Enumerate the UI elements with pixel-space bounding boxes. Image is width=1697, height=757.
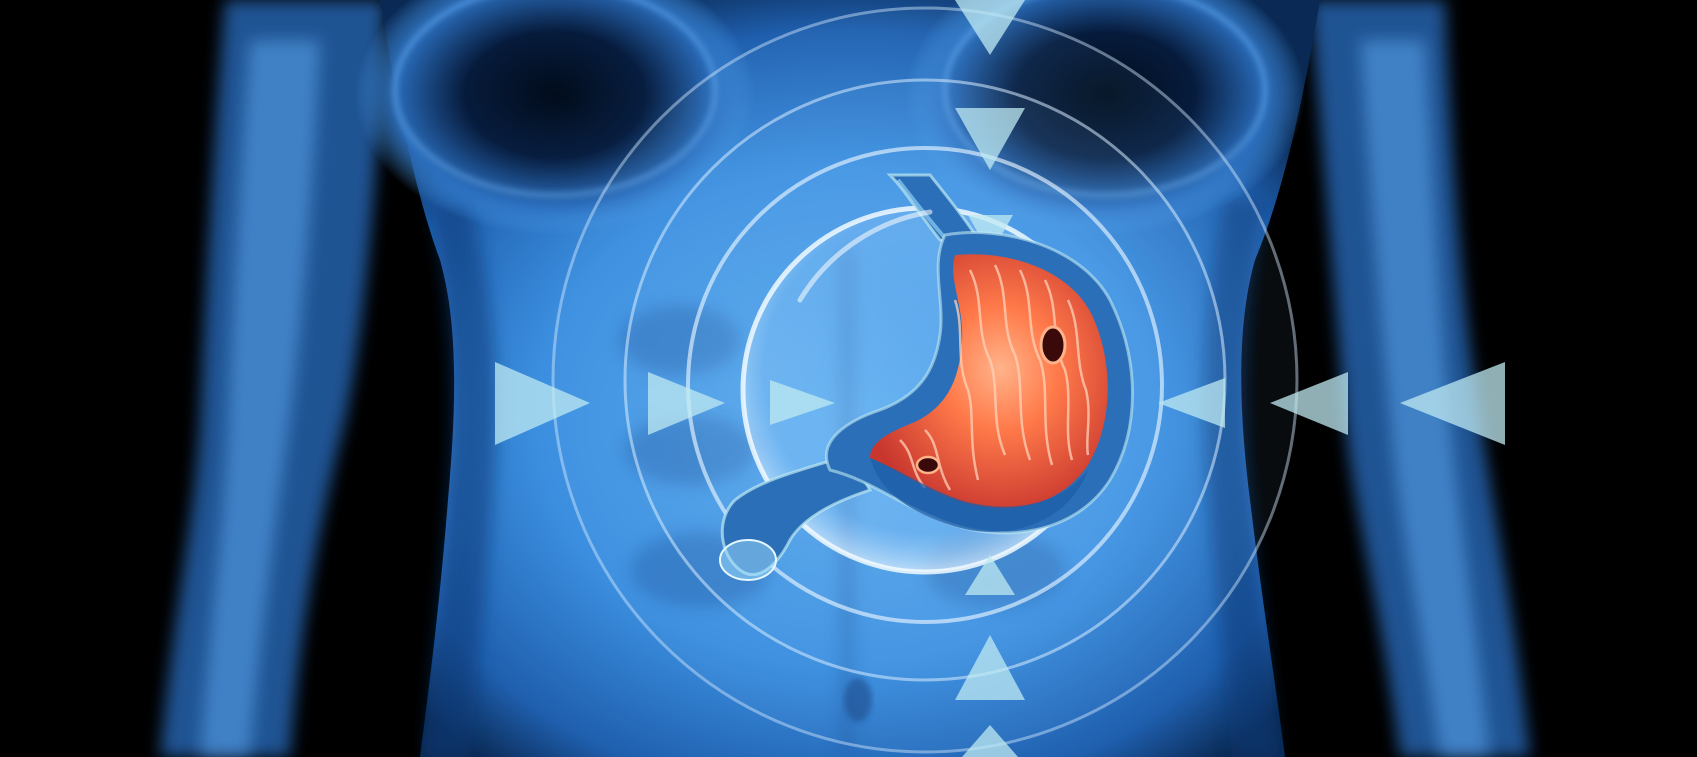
ulcer-icon — [915, 325, 1067, 475]
navel — [844, 678, 872, 722]
bubble-highlight — [797, 209, 933, 303]
stomach-rugae — [899, 264, 1090, 491]
pointer-arrow-icon — [495, 0, 1505, 757]
stomach-icon — [719, 173, 1134, 581]
